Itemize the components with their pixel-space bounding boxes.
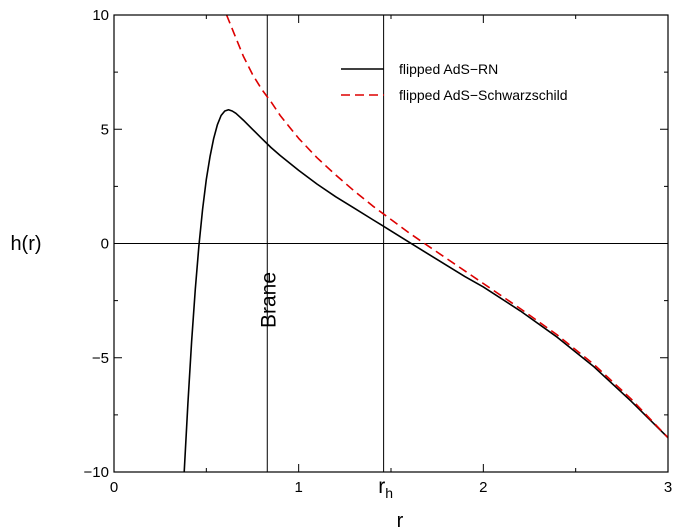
legend: flipped AdS−RN flipped AdS−Schwarzschild	[341, 61, 568, 103]
series-line-0	[183, 109, 669, 473]
x-tick-label-3: 3	[664, 479, 672, 496]
legend-label-rn: flipped AdS−RN	[399, 61, 498, 77]
rh-subscript: h	[385, 485, 393, 501]
y-axis-title: h(r)	[10, 233, 41, 255]
x-tick-label-2: 2	[479, 479, 487, 496]
series-line-1	[225, 14, 669, 439]
legend-label-schwarzschild: flipped AdS−Schwarzschild	[399, 87, 568, 103]
plot-content	[114, 14, 669, 473]
x-tick-label-0: 0	[110, 479, 118, 496]
rh-main: r	[378, 475, 385, 498]
ticks: 0 1 2 3 −10 −5 0 5 10	[84, 7, 673, 496]
x-tick-label-1: 1	[294, 479, 302, 496]
y-tick-label-10: 10	[92, 7, 109, 24]
y-tick-label--10: −10	[84, 464, 109, 481]
brane-annotation: Brane	[257, 272, 280, 328]
y-tick-label-0: 0	[101, 236, 109, 253]
x-axis-title: r	[397, 510, 404, 527]
y-tick-label-5: 5	[101, 121, 109, 138]
y-tick-label--5: −5	[92, 350, 109, 367]
rh-annotation: rh	[378, 475, 393, 501]
